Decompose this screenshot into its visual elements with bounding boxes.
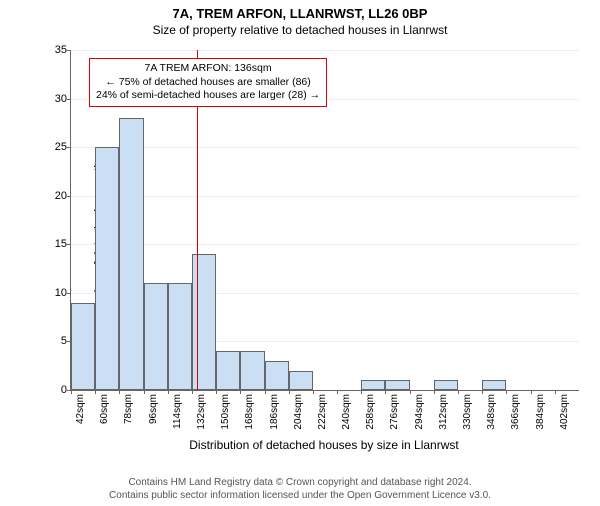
xtick-label: 384sqm xyxy=(535,394,546,430)
xtick-label: 186sqm xyxy=(269,394,280,430)
histogram-bar xyxy=(71,303,95,390)
xtick-mark xyxy=(458,390,459,394)
histogram-chart: Number of detached properties 0510152025… xyxy=(48,50,578,420)
xtick-mark xyxy=(192,390,193,394)
xtick-label: 330sqm xyxy=(462,394,473,430)
xtick-label: 402sqm xyxy=(559,394,570,430)
ytick-label: 20 xyxy=(55,190,71,202)
xtick-mark xyxy=(71,390,72,394)
xtick-label: 312sqm xyxy=(438,394,449,430)
histogram-bar xyxy=(482,380,506,390)
ytick-label: 0 xyxy=(61,384,71,396)
page-subtitle: Size of property relative to detached ho… xyxy=(0,23,600,37)
annotation-line-3: 24% of semi-detached houses are larger (… xyxy=(96,89,320,103)
xtick-mark xyxy=(240,390,241,394)
xtick-label: 132sqm xyxy=(196,394,207,430)
histogram-bar xyxy=(434,380,458,390)
xtick-mark xyxy=(119,390,120,394)
ytick-label: 30 xyxy=(55,93,71,105)
xtick-label: 366sqm xyxy=(510,394,521,430)
xtick-label: 150sqm xyxy=(220,394,231,430)
histogram-bar xyxy=(240,351,264,390)
xtick-label: 240sqm xyxy=(341,394,352,430)
histogram-bar xyxy=(216,351,240,390)
xtick-mark xyxy=(555,390,556,394)
xtick-label: 114sqm xyxy=(172,394,183,429)
xtick-mark xyxy=(168,390,169,394)
histogram-bar xyxy=(385,380,409,390)
histogram-bar xyxy=(119,118,143,390)
xtick-mark xyxy=(144,390,145,394)
credits: Contains HM Land Registry data © Crown c… xyxy=(0,477,600,502)
xtick-label: 60sqm xyxy=(99,394,110,424)
xtick-mark xyxy=(482,390,483,394)
gridline xyxy=(71,147,579,148)
xtick-mark xyxy=(265,390,266,394)
xtick-mark xyxy=(506,390,507,394)
xtick-label: 42sqm xyxy=(75,394,86,424)
xtick-label: 222sqm xyxy=(317,394,328,430)
ytick-label: 15 xyxy=(55,238,71,250)
gridline xyxy=(71,50,579,51)
ytick-label: 10 xyxy=(55,287,71,299)
histogram-bar xyxy=(265,361,289,390)
annotation-box: 7A TREM ARFON: 136sqm ← 75% of detached … xyxy=(89,58,327,107)
xtick-label: 276sqm xyxy=(389,394,400,430)
gridline xyxy=(71,244,579,245)
histogram-bar xyxy=(289,371,313,390)
xtick-mark xyxy=(313,390,314,394)
annotation-line-1: 7A TREM ARFON: 136sqm xyxy=(96,62,320,76)
credits-line-1: Contains HM Land Registry data © Crown c… xyxy=(0,477,600,490)
xtick-label: 78sqm xyxy=(123,394,134,424)
xtick-mark xyxy=(410,390,411,394)
xtick-mark xyxy=(434,390,435,394)
histogram-bar xyxy=(192,254,216,390)
annotation-line-2: ← 75% of detached houses are smaller (86… xyxy=(96,76,320,90)
ytick-label: 5 xyxy=(61,335,71,347)
ytick-label: 35 xyxy=(55,44,71,56)
xtick-mark xyxy=(337,390,338,394)
histogram-bar xyxy=(168,283,192,390)
xtick-label: 294sqm xyxy=(414,394,425,430)
xtick-mark xyxy=(216,390,217,394)
xtick-mark xyxy=(95,390,96,394)
xtick-mark xyxy=(531,390,532,394)
x-axis-label: Distribution of detached houses by size … xyxy=(70,438,578,452)
page-title: 7A, TREM ARFON, LLANRWST, LL26 0BP xyxy=(0,6,600,21)
xtick-label: 204sqm xyxy=(293,394,304,430)
xtick-mark xyxy=(385,390,386,394)
histogram-bar xyxy=(144,283,168,390)
xtick-label: 258sqm xyxy=(365,394,376,430)
histogram-bar xyxy=(95,147,119,390)
gridline xyxy=(71,196,579,197)
xtick-mark xyxy=(289,390,290,394)
histogram-bar xyxy=(361,380,385,390)
xtick-label: 168sqm xyxy=(244,394,255,430)
plot-area: 0510152025303542sqm60sqm78sqm96sqm114sqm… xyxy=(70,50,579,391)
ytick-label: 25 xyxy=(55,141,71,153)
xtick-label: 348sqm xyxy=(486,394,497,430)
credits-line-2: Contains public sector information licen… xyxy=(0,490,600,503)
xtick-mark xyxy=(361,390,362,394)
xtick-label: 96sqm xyxy=(148,394,159,424)
